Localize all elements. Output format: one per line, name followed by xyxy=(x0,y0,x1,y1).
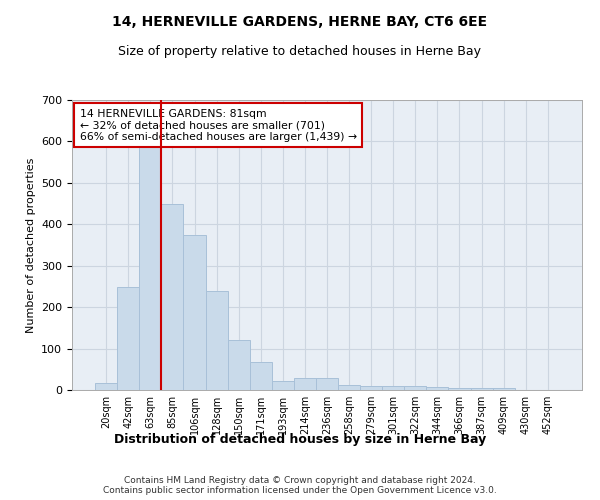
Bar xyxy=(448,388,470,390)
Bar xyxy=(294,378,316,390)
Bar xyxy=(470,388,493,390)
Bar xyxy=(117,288,139,390)
Bar xyxy=(338,385,360,390)
Bar xyxy=(427,386,448,390)
Bar xyxy=(227,340,250,390)
Bar xyxy=(139,146,161,390)
Bar xyxy=(404,386,427,390)
Bar xyxy=(316,378,338,390)
Text: 14, HERNEVILLE GARDENS, HERNE BAY, CT6 6EE: 14, HERNEVILLE GARDENS, HERNE BAY, CT6 6… xyxy=(112,15,488,29)
Bar xyxy=(360,386,382,390)
Text: 14 HERNEVILLE GARDENS: 81sqm
← 32% of detached houses are smaller (701)
66% of s: 14 HERNEVILLE GARDENS: 81sqm ← 32% of de… xyxy=(80,108,357,142)
Bar xyxy=(184,234,206,390)
Text: Size of property relative to detached houses in Herne Bay: Size of property relative to detached ho… xyxy=(119,45,482,58)
Bar xyxy=(206,292,227,390)
Bar xyxy=(272,381,294,390)
Bar xyxy=(250,362,272,390)
Bar xyxy=(95,382,117,390)
Text: Contains HM Land Registry data © Crown copyright and database right 2024.
Contai: Contains HM Land Registry data © Crown c… xyxy=(103,476,497,495)
Bar xyxy=(382,386,404,390)
Y-axis label: Number of detached properties: Number of detached properties xyxy=(26,158,35,332)
Bar xyxy=(161,204,184,390)
Text: Distribution of detached houses by size in Herne Bay: Distribution of detached houses by size … xyxy=(114,432,486,446)
Bar xyxy=(493,388,515,390)
